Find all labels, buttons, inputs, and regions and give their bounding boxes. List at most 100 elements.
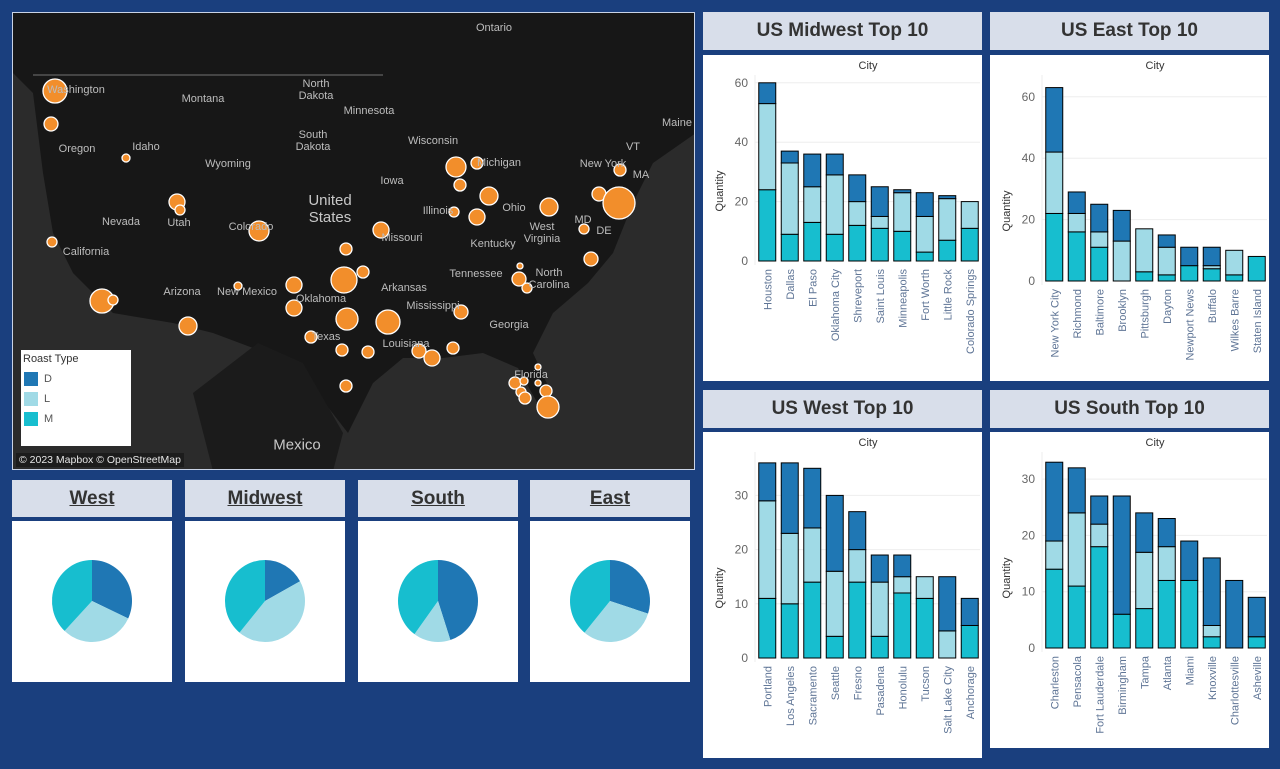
pie-slice-d[interactable] — [610, 560, 650, 614]
bar-segment-m[interactable] — [1157, 579, 1176, 649]
bar-segment-m[interactable] — [848, 581, 867, 659]
x-tick-label[interactable]: New York City — [1049, 289, 1061, 358]
x-tick-label[interactable]: Pensacola — [1072, 655, 1084, 707]
bar-segment-d[interactable] — [870, 554, 889, 583]
x-tick-label[interactable]: Anchorage — [965, 666, 977, 719]
bar-segment-m[interactable] — [1225, 274, 1244, 282]
bar-segment-l[interactable] — [915, 576, 934, 599]
pie-slice-m[interactable] — [225, 560, 265, 633]
pie-slice-m[interactable] — [398, 560, 438, 635]
city-marker[interactable] — [46, 236, 58, 248]
bar-segment-m[interactable] — [780, 233, 799, 262]
pie-slice-d[interactable] — [438, 560, 478, 640]
x-tick-label[interactable]: Baltimore — [1094, 289, 1106, 335]
bar-segment-l[interactable] — [1135, 551, 1154, 610]
bar-segment-l[interactable] — [1202, 624, 1221, 638]
x-tick-label[interactable]: Tampa — [1139, 655, 1151, 689]
bar-segment-l[interactable] — [1045, 151, 1064, 214]
x-tick-label[interactable]: Richmond — [1072, 289, 1084, 339]
city-marker[interactable] — [121, 153, 131, 163]
bar-segment-m[interactable] — [870, 635, 889, 659]
bar-segment-l[interactable] — [758, 500, 777, 599]
pie-slice-d[interactable] — [265, 560, 301, 601]
x-tick-label[interactable]: Fort Worth — [920, 269, 932, 321]
city-marker[interactable] — [178, 316, 198, 336]
x-tick-label[interactable]: Portland — [762, 666, 774, 707]
bar-segment-d[interactable] — [1112, 495, 1131, 615]
bar-segment-d[interactable] — [893, 189, 912, 194]
city-marker[interactable] — [539, 384, 553, 398]
bar-segment-l[interactable] — [1067, 512, 1086, 587]
pie-slice-d[interactable] — [92, 560, 132, 619]
bar-segment-m[interactable] — [1067, 231, 1086, 282]
bar-segment-m[interactable] — [1202, 268, 1221, 282]
bar-segment-m[interactable] — [1090, 546, 1109, 649]
city-marker[interactable] — [511, 271, 527, 287]
city-marker[interactable] — [479, 186, 499, 206]
bar-segment-l[interactable] — [1225, 249, 1244, 276]
bar-segment-d[interactable] — [915, 192, 934, 217]
bar-segment-m[interactable] — [1202, 636, 1221, 649]
bar-segment-l[interactable] — [960, 201, 979, 229]
bar-segment-d[interactable] — [938, 195, 957, 200]
bar-segment-m[interactable] — [960, 227, 979, 262]
bar-segment-m[interactable] — [870, 227, 889, 262]
legend-item-d[interactable]: D — [24, 369, 131, 389]
x-tick-label[interactable]: Little Rock — [942, 269, 954, 321]
x-tick-label[interactable]: Shreveport — [852, 269, 864, 323]
legend-item-m[interactable]: M — [24, 409, 131, 429]
bar-segment-m[interactable] — [915, 597, 934, 659]
bar-segment-l[interactable] — [1157, 246, 1176, 276]
x-tick-label[interactable]: Sacramento — [807, 666, 819, 725]
city-marker[interactable] — [468, 208, 486, 226]
city-marker[interactable] — [602, 186, 636, 220]
bar-segment-m[interactable] — [938, 239, 957, 262]
city-marker[interactable] — [534, 363, 542, 371]
city-marker[interactable] — [446, 341, 460, 355]
pie-header-east[interactable]: East — [530, 480, 690, 517]
bar-segment-l[interactable] — [825, 174, 844, 235]
pie-title[interactable]: South — [411, 487, 465, 509]
bar-segment-l[interactable] — [803, 186, 822, 223]
bar-segment-d[interactable] — [825, 494, 844, 572]
city-marker[interactable] — [339, 379, 353, 393]
x-tick-label[interactable]: Dallas — [785, 269, 797, 300]
bar-segment-l[interactable] — [893, 192, 912, 232]
pie-slice-m[interactable] — [52, 560, 92, 631]
bar-segment-m[interactable] — [1135, 608, 1154, 649]
city-marker[interactable] — [453, 304, 469, 320]
city-marker[interactable] — [516, 262, 524, 270]
bar-segment-l[interactable] — [1112, 240, 1131, 282]
city-marker[interactable] — [423, 349, 441, 367]
x-tick-label[interactable]: El Paso — [807, 269, 819, 307]
bar-segment-d[interactable] — [893, 554, 912, 578]
x-tick-label[interactable]: Knoxville — [1207, 656, 1219, 700]
city-marker[interactable] — [578, 223, 590, 235]
bar-segment-d[interactable] — [780, 150, 799, 164]
x-tick-label[interactable]: Fresno — [852, 666, 864, 700]
x-tick-label[interactable]: Honolulu — [897, 666, 909, 709]
bar-segment-d[interactable] — [1202, 557, 1221, 626]
bar-segment-d[interactable] — [803, 467, 822, 529]
pie-header-midwest[interactable]: Midwest — [185, 480, 345, 517]
bar-segment-m[interactable] — [825, 635, 844, 659]
bar-segment-d[interactable] — [1180, 540, 1199, 581]
x-tick-label[interactable]: Pasadena — [875, 665, 887, 715]
bar-segment-d[interactable] — [1045, 461, 1064, 542]
bar-segment-l[interactable] — [780, 532, 799, 605]
x-tick-label[interactable]: Staten Island — [1252, 289, 1264, 353]
bar-segment-m[interactable] — [1112, 613, 1131, 649]
x-tick-label[interactable]: Los Angeles — [785, 666, 797, 726]
bar-segment-d[interactable] — [1247, 596, 1266, 638]
bar-segment-l[interactable] — [870, 215, 889, 229]
city-marker[interactable] — [470, 156, 484, 170]
bar-segment-d[interactable] — [803, 153, 822, 188]
city-marker[interactable] — [519, 376, 529, 386]
bar-segment-l[interactable] — [1135, 228, 1154, 273]
legend-item-l[interactable]: L — [24, 389, 131, 409]
pie-title[interactable]: West — [69, 487, 115, 509]
bar-segment-l[interactable] — [893, 576, 912, 594]
bar-segment-m[interactable] — [893, 592, 912, 659]
bar-segment-m[interactable] — [915, 251, 934, 262]
bar-segment-l[interactable] — [1090, 523, 1109, 548]
